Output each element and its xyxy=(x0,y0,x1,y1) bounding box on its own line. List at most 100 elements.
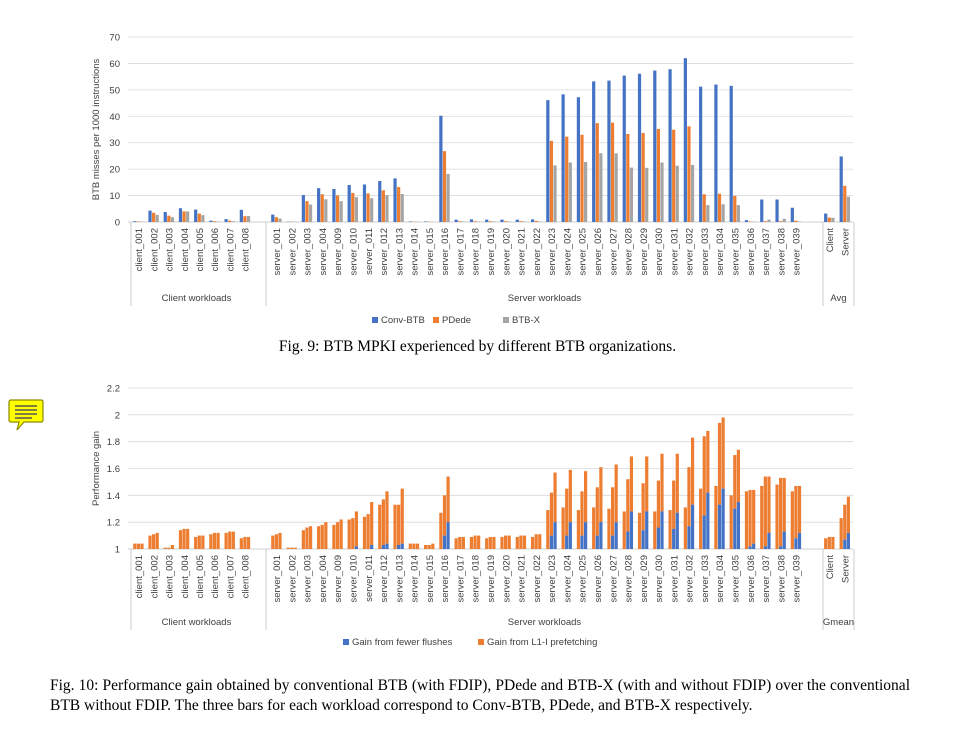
y-axis-label: Performance gain xyxy=(91,431,102,506)
bar xyxy=(553,165,557,222)
x-tick-label: Client xyxy=(825,555,836,580)
x-tick-label: client_001 xyxy=(134,228,145,271)
bar-prefetch-gain xyxy=(546,510,550,549)
bar-flush-gain xyxy=(385,543,389,549)
bar xyxy=(469,219,474,222)
x-tick-label: server_019 xyxy=(486,228,497,276)
bar xyxy=(408,221,412,222)
bar-prefetch-gain xyxy=(431,543,435,549)
x-tick-label: server_032 xyxy=(685,228,696,276)
x-tick-label: client_003 xyxy=(165,228,176,271)
bar xyxy=(622,75,626,222)
x-tick-label: server_039 xyxy=(792,228,803,276)
bar-prefetch-gain xyxy=(839,518,843,549)
bar xyxy=(136,221,140,222)
y-tick-label: 10 xyxy=(109,191,120,202)
bar-prefetch-gain xyxy=(794,485,798,539)
x-tick-label: Server xyxy=(841,555,852,583)
bar xyxy=(332,188,336,222)
bar-flush-gain xyxy=(748,546,752,549)
x-tick-label: client_003 xyxy=(165,555,176,598)
bar-prefetch-gain xyxy=(607,508,611,549)
x-tick-label: server_002 xyxy=(287,228,298,276)
bar-prefetch-gain xyxy=(317,526,321,549)
bar xyxy=(477,221,481,222)
bar xyxy=(209,220,213,222)
bar-prefetch-gain xyxy=(385,491,389,544)
bar-prefetch-gain xyxy=(530,536,535,549)
bar-prefetch-gain xyxy=(224,532,228,549)
bar xyxy=(362,184,367,222)
x-tick-label: server_037 xyxy=(761,228,772,276)
bar xyxy=(228,220,232,222)
bar xyxy=(167,215,171,222)
bar-flush-gain xyxy=(549,535,554,549)
bar xyxy=(186,211,190,222)
bar-flush-gain xyxy=(672,528,676,549)
x-tick-label: server_015 xyxy=(425,555,436,603)
bar-flush-gain xyxy=(797,532,802,549)
bar-prefetch-gain xyxy=(201,535,205,549)
bar-prefetch-gain xyxy=(400,488,404,544)
x-tick-label: server_022 xyxy=(532,555,543,603)
bar-prefetch-gain xyxy=(228,531,232,549)
legend-label: Gain from L1-I prefetching xyxy=(487,637,597,648)
figure-10-caption: Fig. 10: Performance gain obtained by co… xyxy=(50,677,910,714)
group-label: Client workloads xyxy=(162,293,232,304)
x-tick-label: server_035 xyxy=(731,555,742,603)
legend-label: BTB-X xyxy=(512,315,541,326)
bar xyxy=(163,211,167,222)
bar-prefetch-gain xyxy=(163,547,167,549)
bar-prefetch-gain xyxy=(706,430,710,493)
bar-prefetch-gain xyxy=(565,488,569,536)
bar xyxy=(607,80,611,222)
bar-prefetch-gain xyxy=(286,547,290,549)
y-tick-label: 1.2 xyxy=(107,518,120,529)
bar-prefetch-gain xyxy=(515,536,519,549)
x-tick-label: Server xyxy=(841,228,852,256)
x-tick-label: server_010 xyxy=(349,555,360,603)
bar-prefetch-gain xyxy=(354,511,358,547)
bar xyxy=(729,85,733,223)
bar xyxy=(507,221,511,222)
bar xyxy=(519,221,523,222)
bar-prefetch-gain xyxy=(553,472,557,523)
bar-prefetch-gain xyxy=(194,536,198,549)
bar-prefetch-gain xyxy=(797,485,802,533)
bar-prefetch-gain xyxy=(736,449,740,503)
bar xyxy=(393,178,397,222)
bar xyxy=(592,81,596,223)
x-tick-label: client_007 xyxy=(225,228,236,271)
sticky-note-icon[interactable] xyxy=(8,398,44,432)
bar xyxy=(706,205,710,222)
x-tick-label: server_010 xyxy=(349,228,360,276)
bar-prefetch-gain xyxy=(351,518,355,549)
bar-prefetch-gain xyxy=(645,456,649,512)
bar-prefetch-gain xyxy=(675,453,679,513)
bar-flush-gain xyxy=(660,511,664,549)
bar-flush-gain xyxy=(794,538,798,549)
bar xyxy=(354,197,358,222)
bar xyxy=(194,209,198,222)
bar xyxy=(736,205,740,222)
bar-prefetch-gain xyxy=(335,522,340,549)
bar xyxy=(504,221,508,222)
bar xyxy=(274,217,278,222)
bar-prefetch-gain xyxy=(212,532,217,549)
bar xyxy=(614,153,618,222)
bar xyxy=(178,208,183,222)
bar-prefetch-gain xyxy=(519,535,523,549)
bar-prefetch-gain xyxy=(178,530,183,549)
bar-prefetch-gain xyxy=(576,510,580,549)
x-tick-label: server_014 xyxy=(410,228,421,276)
x-tick-label: client_005 xyxy=(195,555,206,598)
bar xyxy=(748,221,752,222)
bar-prefetch-gain xyxy=(393,504,397,549)
x-tick-label: server_014 xyxy=(410,555,421,603)
bar xyxy=(675,165,679,222)
bar-flush-gain xyxy=(687,526,691,549)
bar xyxy=(492,221,496,222)
bar-flush-gain xyxy=(614,522,618,549)
x-tick-label: server_033 xyxy=(700,555,711,603)
